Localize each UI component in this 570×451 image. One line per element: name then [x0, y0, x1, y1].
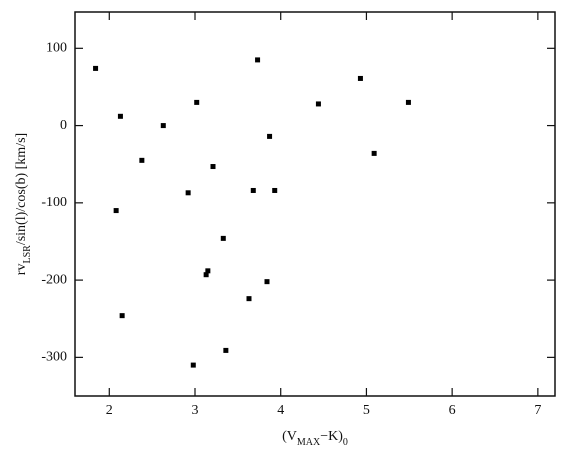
x-axis-label: (VMAX−K)0: [282, 429, 348, 448]
y-tick-label: 100: [46, 41, 67, 56]
point: [371, 150, 377, 156]
point: [93, 65, 99, 71]
point: [119, 313, 125, 319]
plot-frame: [74, 11, 556, 397]
x-tick-label: 3: [192, 403, 199, 418]
point: [205, 268, 211, 274]
point: [315, 101, 321, 107]
x-tick-label: 4: [277, 403, 284, 418]
x-tick-label: 6: [449, 403, 456, 418]
point: [117, 113, 123, 119]
point: [113, 208, 119, 214]
point: [210, 164, 216, 170]
y-tick-label: -300: [41, 350, 67, 365]
point: [264, 279, 270, 285]
point: [272, 187, 278, 193]
x-tick-label: 5: [363, 403, 370, 418]
point: [194, 99, 200, 105]
label-part: 0: [343, 437, 348, 448]
point: [267, 133, 273, 139]
point: [357, 75, 363, 81]
x-tick-label: 2: [106, 403, 113, 418]
point: [190, 362, 196, 368]
x-tick-label: 7: [534, 403, 541, 418]
point: [203, 272, 209, 278]
point: [160, 123, 166, 129]
point: [246, 296, 252, 302]
label-part: rv: [14, 264, 29, 276]
label-part: (V: [282, 429, 297, 444]
label-part: /sin(l)/cos(b) [km/s]: [14, 133, 29, 245]
point: [220, 235, 226, 241]
point: [223, 347, 229, 353]
label-part: MAX: [297, 437, 321, 448]
point: [405, 99, 411, 105]
y-tick-label: 0: [60, 118, 67, 133]
label-part: LSR: [22, 245, 33, 264]
point: [255, 57, 261, 63]
label-part: −K): [320, 429, 343, 444]
y-axis-label: rvLSR/sin(l)/cos(b) [km/s]: [14, 133, 33, 275]
y-tick-label: -200: [41, 272, 67, 287]
point: [139, 157, 145, 163]
y-tick-label: -100: [41, 195, 67, 210]
point: [250, 187, 256, 193]
point: [185, 190, 191, 196]
